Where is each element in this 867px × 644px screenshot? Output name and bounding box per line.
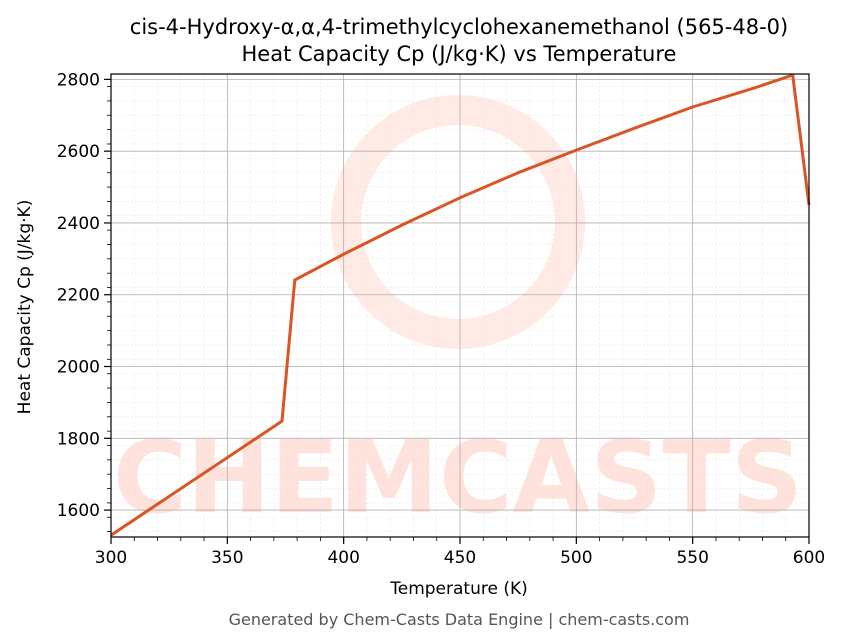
- x-tick-label: 550: [676, 548, 708, 568]
- watermark: CHEMCASTS: [113, 95, 803, 536]
- y-tick-label: 2400: [57, 214, 100, 234]
- y-tick-label: 1800: [57, 429, 100, 449]
- major-gridlines: [110, 74, 810, 537]
- heat-capacity-line: [110, 73, 811, 537]
- x-axis: 300 350 400 450 500 550 600: [95, 537, 825, 568]
- chart-title-line1: cis-4-Hydroxy-α,α,4-trimethylcyclohexane…: [130, 15, 788, 39]
- x-tick-label: 450: [444, 548, 476, 568]
- y-axis-label: Heat Capacity Cp (J/kg·K): [15, 200, 35, 415]
- y-axis: 1600 1800 2000 2200 2400 2600 2800: [57, 70, 111, 533]
- y-tick-label: 2800: [57, 70, 100, 90]
- watermark-swirl: [331, 95, 585, 349]
- x-tick-label: 600: [793, 548, 825, 568]
- y-tick-label: 2200: [57, 286, 100, 306]
- y-tick-label: 2600: [57, 142, 100, 162]
- x-tick-label: 300: [95, 548, 127, 568]
- series-layer: [110, 73, 811, 537]
- y-tick-label: 1600: [57, 501, 100, 521]
- x-tick-label: 400: [327, 548, 359, 568]
- x-tick-label: 350: [211, 548, 243, 568]
- footer-credit: Generated by Chem-Casts Data Engine | ch…: [229, 610, 690, 629]
- y-tick-label: 2000: [57, 358, 100, 378]
- x-tick-label: 500: [560, 548, 592, 568]
- x-axis-label: Temperature (K): [389, 579, 528, 599]
- chart-title-line2: Heat Capacity Cp (J/kg·K) vs Temperature: [242, 42, 677, 66]
- watermark-text: CHEMCASTS: [113, 419, 803, 536]
